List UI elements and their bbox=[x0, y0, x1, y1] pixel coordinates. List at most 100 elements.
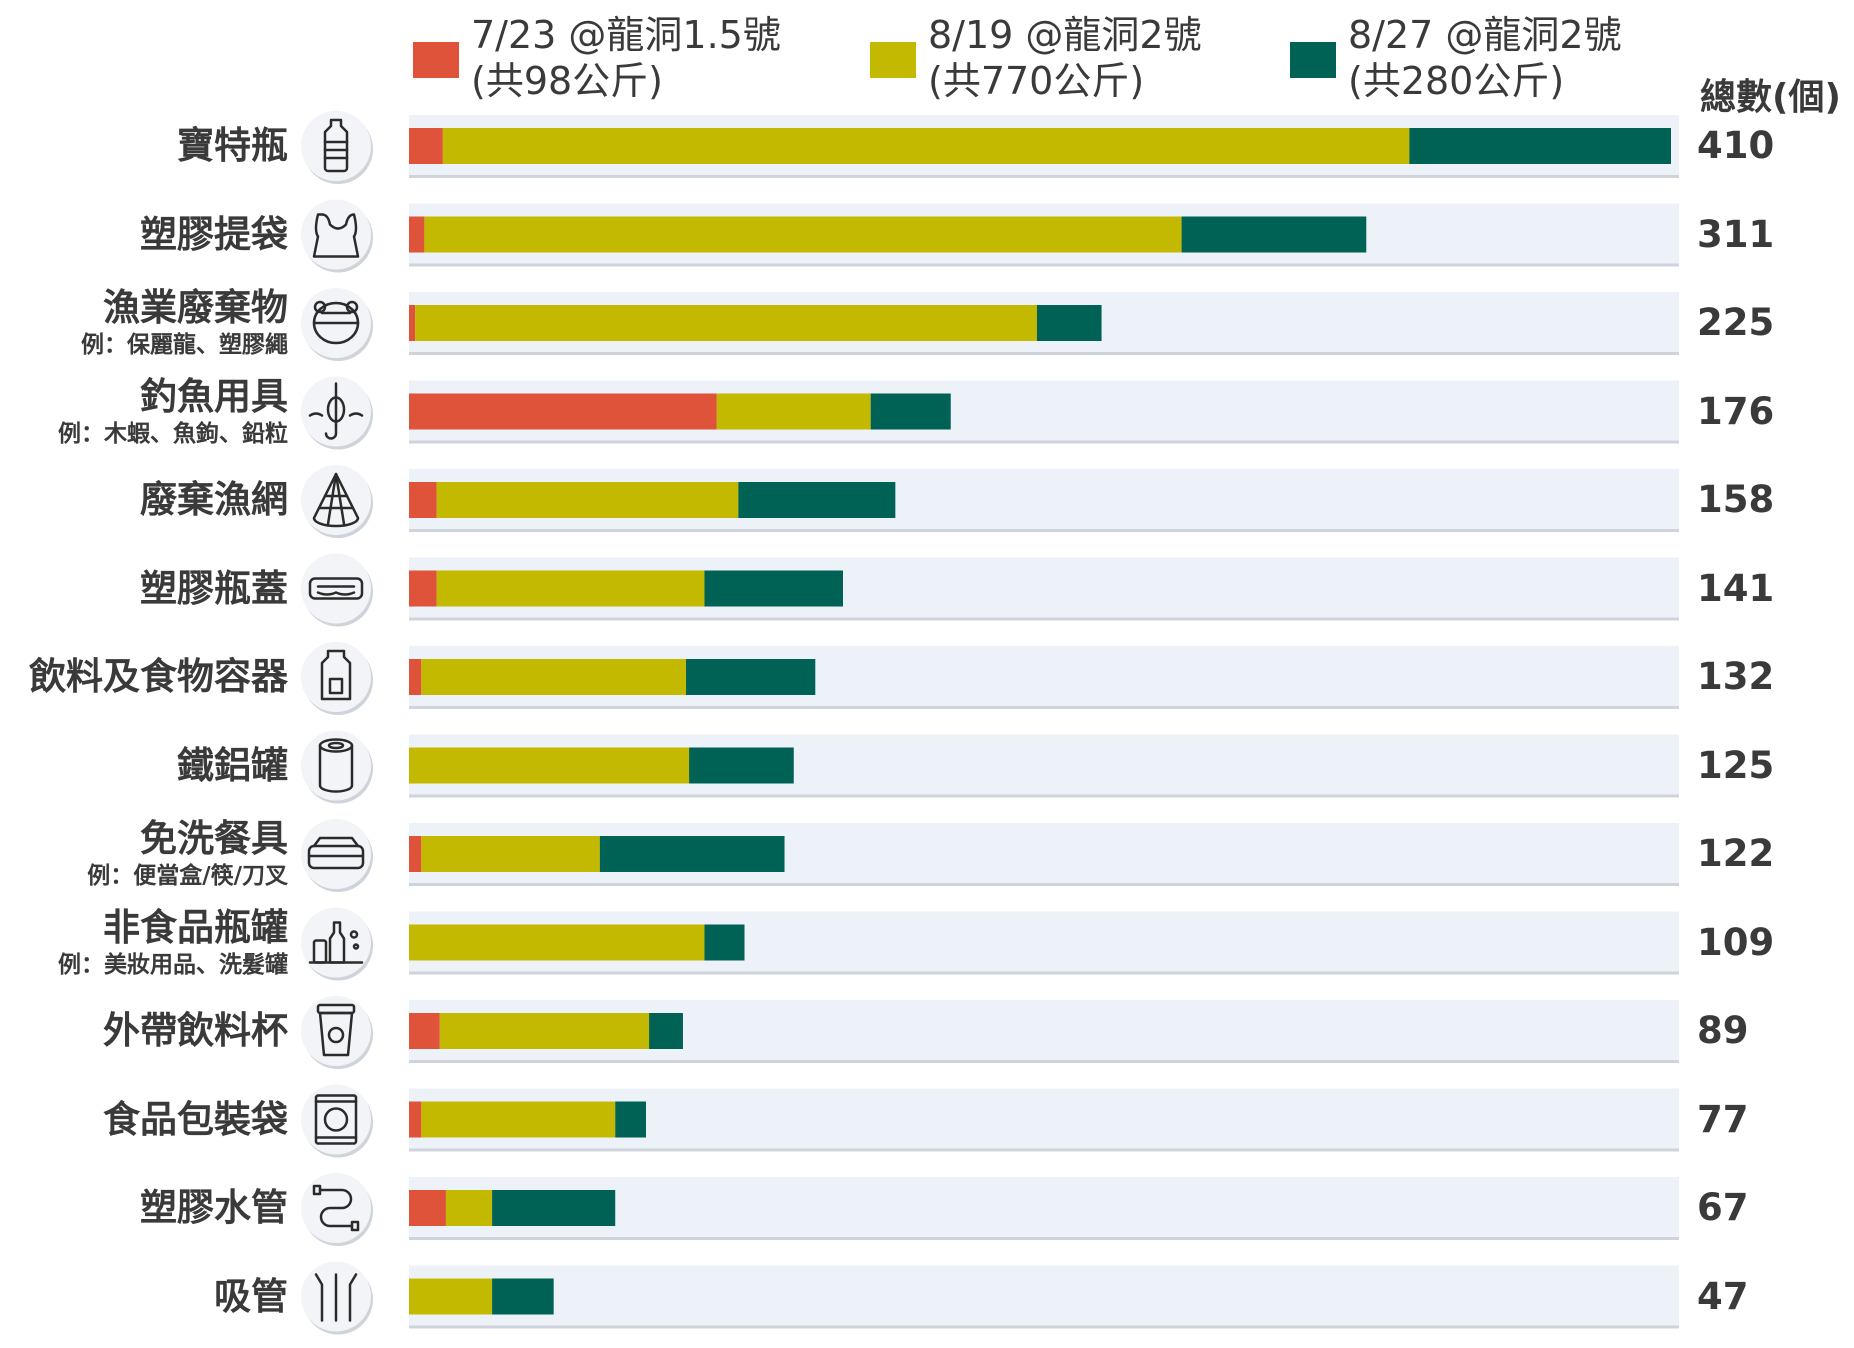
cosmetics-icon-stroke bbox=[328, 921, 346, 964]
category-name: 外帶飲料杯 bbox=[103, 1009, 288, 1052]
legend-swatch-1 bbox=[870, 42, 916, 78]
total-value-3: 176 bbox=[1697, 389, 1775, 433]
bar-segment-12-series-0 bbox=[409, 1190, 446, 1226]
bar-segment-2-series-2 bbox=[1036, 305, 1102, 341]
legend-swatch-0 bbox=[413, 42, 459, 78]
category-label-10: 外帶飲料杯 bbox=[103, 1009, 288, 1053]
fishing-hook-icon-stroke bbox=[324, 424, 338, 440]
bar-segment-11-series-1 bbox=[421, 1101, 616, 1138]
can-icon bbox=[301, 730, 373, 804]
bar-segment-1-series-0 bbox=[409, 216, 425, 253]
bar-track-shadow-4 bbox=[409, 529, 1679, 532]
total-value-2: 225 bbox=[1697, 301, 1775, 344]
cosmetics-icon bbox=[301, 907, 373, 981]
category-name: 塑膠瓶蓋 bbox=[140, 566, 288, 610]
category-name: 免洗餐具 bbox=[140, 817, 288, 860]
takeaway-cup-icon bbox=[301, 996, 373, 1069]
total-column-header: 總數(個) bbox=[1700, 77, 1841, 118]
total-value-13: 47 bbox=[1697, 1274, 1749, 1318]
bottle-cap-icon bbox=[301, 553, 373, 627]
bar-track-shadow-2 bbox=[409, 352, 1679, 355]
water-pipe-icon bbox=[301, 1173, 373, 1246]
bar-track-shadow-12 bbox=[409, 1237, 1679, 1240]
category-label-8: 免洗餐具例：便當盒/筷/刀叉 bbox=[87, 817, 288, 891]
icon-badge bbox=[301, 730, 371, 801]
bar-segment-6-series-0 bbox=[409, 659, 422, 695]
bar-track-shadow-6 bbox=[409, 706, 1679, 709]
bar-segment-8-series-1 bbox=[421, 836, 600, 872]
water-pipe-icon-stroke bbox=[312, 1184, 322, 1196]
bar-segment-8-series-2 bbox=[599, 836, 785, 872]
bar-segment-13-series-2 bbox=[492, 1278, 554, 1315]
container-icon-stroke bbox=[328, 677, 344, 695]
total-value-10: 89 bbox=[1697, 1009, 1749, 1052]
bar-track-shadow-13 bbox=[409, 1325, 1679, 1329]
category-name: 塑膠提袋 bbox=[140, 212, 288, 256]
bar-segment-3-series-2 bbox=[870, 393, 951, 430]
cosmetics-icon-stroke bbox=[349, 930, 359, 939]
category-name: 食品包裝袋 bbox=[103, 1097, 288, 1141]
straws-icon bbox=[301, 1261, 373, 1335]
category-label-1: 塑膠提袋 bbox=[140, 213, 288, 257]
bottle-icon-stroke bbox=[323, 118, 349, 173]
straws-icon-stroke bbox=[314, 1273, 358, 1322]
total-value-9: 109 bbox=[1697, 920, 1775, 964]
category-label-9: 非食品瓶罐 例：美妝用品、洗髮罐 bbox=[58, 906, 288, 980]
bar-track-shadow-9 bbox=[409, 971, 1679, 975]
fishing-net-icon-stroke bbox=[318, 472, 354, 526]
category-name: 漁業廢棄物 bbox=[103, 286, 288, 329]
food-package-icon-stroke bbox=[314, 1094, 358, 1145]
bar-track-shadow-5 bbox=[409, 617, 1679, 621]
legend-swatch-2 bbox=[1290, 42, 1336, 78]
bar-segment-11-series-2 bbox=[615, 1101, 647, 1138]
legend-label-1: 8/19 @龍洞2號 (共770公斤) bbox=[928, 13, 1202, 103]
water-pipe-icon-stroke bbox=[318, 1188, 354, 1228]
total-value-12: 67 bbox=[1697, 1186, 1749, 1229]
plastic-bag-icon-stroke bbox=[312, 213, 360, 258]
bar-segment-3-series-0 bbox=[409, 393, 717, 430]
fishing-net-icon-stroke bbox=[312, 472, 360, 528]
bar-segment-5-series-1 bbox=[436, 570, 705, 607]
category-name: 塑膠水管 bbox=[140, 1186, 288, 1229]
icon-badge bbox=[301, 111, 371, 181]
bar-segment-7-series-2 bbox=[689, 747, 794, 784]
bottle-icon bbox=[301, 111, 373, 184]
bar-segment-8-series-0 bbox=[409, 836, 422, 872]
fishing-float-icon-stroke bbox=[345, 300, 359, 314]
total-value-8: 122 bbox=[1697, 832, 1775, 875]
category-example: 例：便當盒/筷/刀叉 bbox=[87, 863, 288, 889]
icon-badge bbox=[301, 907, 371, 978]
bar-segment-9-series-2 bbox=[704, 924, 745, 961]
bar-segment-7-series-1 bbox=[409, 747, 690, 784]
fishing-float-icon-stroke bbox=[313, 300, 327, 314]
category-name: 鐵鋁罐 bbox=[177, 743, 288, 787]
bar-segment-0-series-2 bbox=[1409, 128, 1671, 164]
food-package-icon-stroke bbox=[314, 1100, 358, 1139]
bar-track-shadow-10 bbox=[409, 1060, 1679, 1063]
fishing-net-icon bbox=[301, 465, 373, 538]
category-example: 例：保麗龍、塑膠繩 bbox=[81, 332, 288, 358]
bar-segment-6-series-1 bbox=[421, 659, 687, 695]
category-label-3: 釣魚用具 例：木蝦、魚鉤、鉛粒 bbox=[58, 375, 288, 449]
bar-segment-12-series-1 bbox=[445, 1190, 493, 1226]
bar-segment-1-series-1 bbox=[424, 216, 1182, 253]
category-label-0: 寶特瓶 bbox=[177, 124, 288, 168]
bar-segment-10-series-0 bbox=[409, 1013, 440, 1049]
bar-segment-1-series-2 bbox=[1181, 216, 1367, 253]
bar-segment-5-series-0 bbox=[409, 570, 437, 607]
total-value-6: 132 bbox=[1697, 655, 1775, 698]
fishing-hook-icon bbox=[301, 376, 373, 450]
can-icon-stroke bbox=[318, 744, 354, 793]
bar-track-13 bbox=[409, 1265, 1679, 1328]
total-value-5: 141 bbox=[1697, 566, 1775, 610]
bar-segment-2-series-0 bbox=[409, 305, 416, 341]
bar-segment-2-series-1 bbox=[415, 305, 1037, 341]
category-example: 例：木蝦、魚鉤、鉛粒 bbox=[58, 420, 288, 447]
category-label-12: 塑膠水管 bbox=[140, 1186, 288, 1230]
category-name: 廢棄漁網 bbox=[140, 478, 288, 521]
water-pipe-icon-stroke bbox=[350, 1220, 360, 1232]
bar-segment-4-series-2 bbox=[738, 482, 896, 518]
category-label-11: 食品包裝袋 bbox=[103, 1098, 288, 1142]
legend-label-0: 7/23 @龍洞1.5號 (共98公斤) bbox=[471, 13, 781, 103]
